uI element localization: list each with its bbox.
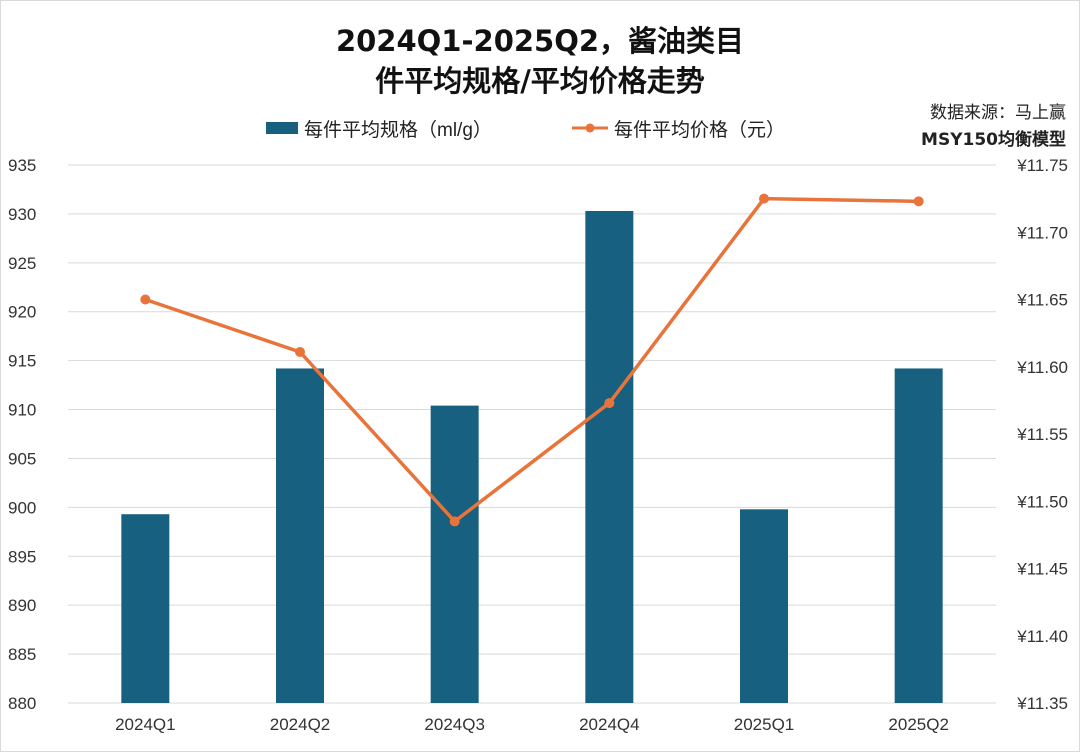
left-tick-label: 935 (8, 156, 36, 175)
source-note-line2: MSY150均衡模型 (921, 130, 1066, 150)
left-tick-label: 920 (8, 303, 36, 322)
bar-2025Q2 (894, 368, 943, 703)
left-tick-label: 905 (8, 449, 36, 468)
bar-2024Q2 (276, 368, 324, 703)
price-point-2025Q2 (913, 196, 924, 207)
left-tick-label: 925 (8, 254, 36, 273)
right-tick-label: ¥11.65 (1016, 291, 1068, 310)
bar-2024Q3 (430, 405, 479, 703)
price-point-2024Q3 (449, 516, 460, 527)
price-line (144, 196, 919, 524)
legend-bar-swatch (266, 122, 298, 134)
right-tick-label: ¥11.55 (1016, 425, 1068, 444)
left-tick-label: 895 (8, 547, 36, 566)
chart-title-line1: 2024Q1-2025Q2，酱油类目 (335, 24, 745, 58)
left-tick-label: 885 (8, 645, 36, 664)
bar-2024Q1 (121, 514, 170, 703)
right-tick-label: ¥11.70 (1016, 223, 1068, 242)
left-tick-label: 930 (8, 205, 36, 224)
legend-line-label: 每件平均价格（元） (614, 119, 785, 141)
price-point-2024Q1 (140, 294, 151, 305)
left-tick-label: 915 (8, 352, 36, 371)
price-point-2024Q4 (604, 398, 615, 409)
right-tick-label: ¥11.50 (1016, 492, 1068, 511)
legend: 每件平均规格（ml/g） 每件平均价格（元） (266, 119, 785, 141)
x-tick-label: 2025Q1 (734, 715, 795, 734)
right-tick-label: ¥11.75 (1016, 156, 1068, 175)
left-tick-label: 900 (8, 498, 36, 517)
chart-title-line2: 件平均规格/平均价格走势 (375, 64, 705, 98)
legend-bar-label: 每件平均规格（ml/g） (304, 119, 492, 141)
right-tick-label: ¥11.40 (1016, 627, 1068, 646)
right-tick-label: ¥11.45 (1016, 560, 1068, 579)
x-tick-label: 2024Q2 (270, 715, 331, 734)
x-tick-label: 2025Q2 (888, 715, 949, 734)
bar-2025Q1 (740, 509, 788, 703)
left-tick-label: 880 (8, 694, 36, 713)
x-tick-label: 2024Q4 (579, 715, 640, 734)
price-point-2025Q1 (759, 193, 769, 204)
right-tick-label: ¥11.60 (1016, 358, 1068, 377)
source-note-line1: 数据来源：马上赢 (930, 103, 1066, 123)
x-tick-label: 2024Q3 (424, 715, 485, 734)
left-tick-label: 910 (8, 401, 36, 420)
x-tick-label: 2024Q1 (115, 715, 176, 734)
bar-2024Q4 (585, 210, 634, 703)
right-tick-label: ¥11.35 (1016, 694, 1068, 713)
legend-line-marker (585, 123, 595, 133)
left-tick-label: 890 (8, 596, 36, 615)
price-point-2024Q2 (295, 346, 305, 357)
